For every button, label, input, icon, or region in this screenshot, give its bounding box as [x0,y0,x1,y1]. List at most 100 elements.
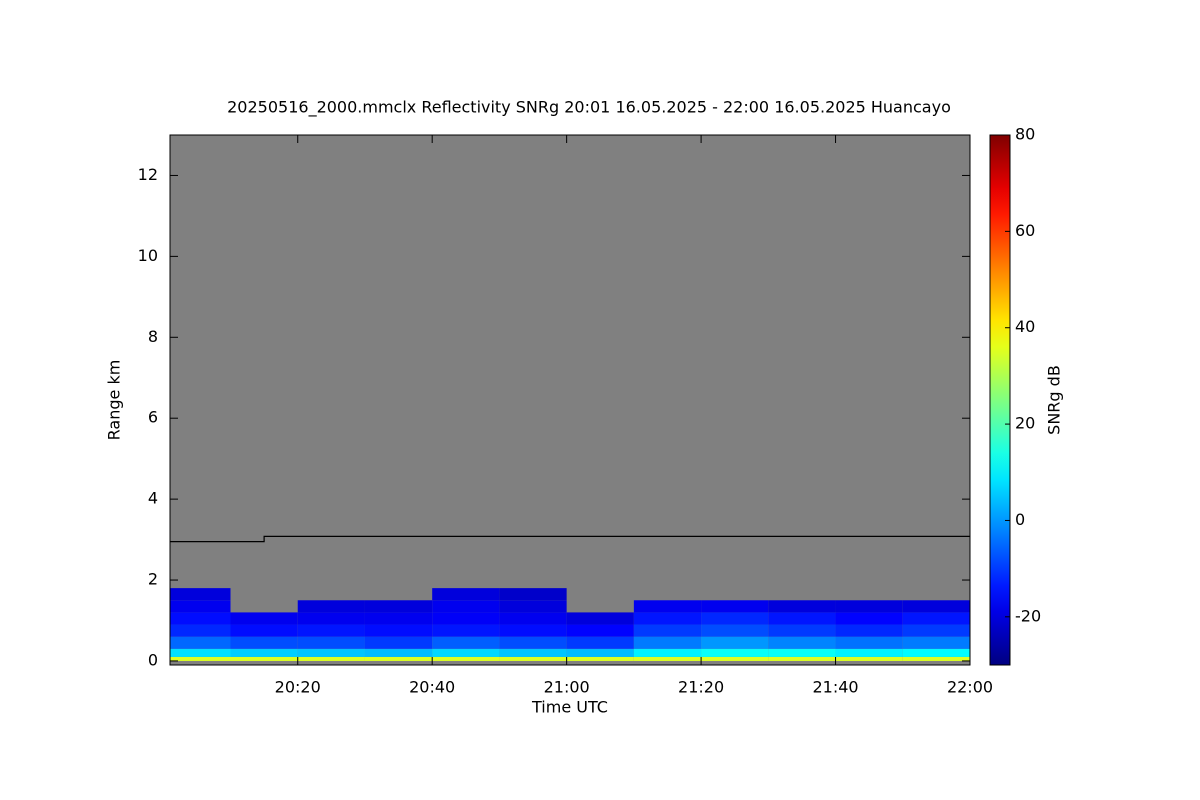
heatmap-cell [701,600,769,613]
heatmap-cell [701,624,769,637]
x-tick-label: 21:20 [678,678,724,697]
y-tick-label: 4 [148,489,158,508]
heatmap-cell [566,656,634,661]
heatmap-cell [170,624,231,637]
heatmap-cell [499,648,567,657]
heatmap-cell [170,588,231,601]
heatmap-cell [499,600,567,613]
colorbar-tick-label: 0 [1015,510,1025,529]
heatmap-cell [701,636,769,649]
x-tick-label: 21:00 [544,678,590,697]
colorbar-tick-label: -20 [1015,606,1041,625]
heatmap-cell [170,600,231,613]
colorbar [989,134,1011,666]
heatmap-cell [432,656,500,661]
heatmap-cell [835,648,903,657]
heatmap-cell [297,600,365,613]
colorbar-label: SNRg dB [1045,365,1064,435]
heatmap-cell [170,648,231,657]
heatmap-cell [768,656,836,661]
plot-frame [169,134,971,666]
heatmap-cell [701,648,769,657]
heatmap-cell [902,612,970,625]
heatmap-cell [432,588,500,601]
heatmap-cell [364,636,433,649]
line [170,535,970,543]
heatmap-cell [230,624,298,637]
x-tick-label: 20:40 [409,678,455,697]
plot-background [170,135,970,665]
heatmap-cell [902,624,970,637]
heatmap-cell [432,600,500,613]
heatmap-cell [633,624,702,637]
heatmap-cell [701,656,769,661]
heatmap-cell [768,600,836,613]
heatmap-cell [566,612,634,625]
heatmap-cell [768,612,836,625]
x-tick-label: 20:20 [275,678,321,697]
heatmap-cell [835,612,903,625]
heatmap-cell [170,636,231,649]
heatmap-cell [633,656,702,661]
heatmap-cell [902,648,970,657]
heatmap-cell [902,656,970,661]
heatmap-cell [633,636,702,649]
heatmap-cell [499,624,567,637]
y-tick-label: 10 [138,246,158,265]
heatmap-cell [432,624,500,637]
heatmap-cell [297,624,365,637]
heatmap-cell [902,600,970,613]
colorbar-tick-label: 20 [1015,414,1035,433]
heatmap-cell [364,624,433,637]
y-tick-label: 2 [148,570,158,589]
heatmap-cell [835,600,903,613]
heatmap-cell [566,624,634,637]
heatmap-cell [499,636,567,649]
heatmap-cell [768,648,836,657]
x-tick-label: 22:00 [947,678,993,697]
heatmap-cell [835,636,903,649]
heatmap-cell [364,648,433,657]
heatmap-cell [230,648,298,657]
heatmap-cell [768,636,836,649]
chart-title: 20250516_2000.mmclx Reflectivity SNRg 20… [227,98,951,118]
heatmap-cell [230,636,298,649]
heatmap-cell [170,656,231,661]
y-tick-label: 6 [148,408,158,427]
y-tick-label: 12 [138,165,158,184]
heatmap-cell [499,588,567,601]
heatmap-cell [170,612,231,625]
colorbar-tick-label: 60 [1015,221,1035,240]
heatmap-cell [432,636,500,649]
heatmap-cell [364,612,433,625]
heatmap-cell [297,612,365,625]
heatmap-cell [633,600,702,613]
heatmap-cell [432,612,500,625]
heatmap-cell [230,612,298,625]
heatmap-cell [701,612,769,625]
heatmap-cell [902,636,970,649]
heatmap-cell [499,656,567,661]
heatmap-cell [633,648,702,657]
heatmap-cell [364,600,433,613]
x-axis-label: Time UTC [531,698,608,717]
y-tick-label: 0 [148,650,158,669]
x-tick-label: 21:40 [812,678,858,697]
colorbar-tick-label: 40 [1015,317,1035,336]
heatmap-cell [768,624,836,637]
heatmap-cell [297,636,365,649]
heatmap-cell [297,648,365,657]
colorbar-tick-label: 80 [1015,125,1035,144]
heatmap-cell [835,624,903,637]
heatmap-cell [230,656,298,661]
heatmap-cell [566,636,634,649]
y-tick-label: 8 [148,327,158,346]
heatmap-cell [297,656,365,661]
y-axis-label: Range km [105,360,124,441]
heatmap-cell [633,612,702,625]
heatmap-cell [432,648,500,657]
heatmap-cell [566,648,634,657]
heatmap-cell [499,612,567,625]
heatmap-cell [835,656,903,661]
